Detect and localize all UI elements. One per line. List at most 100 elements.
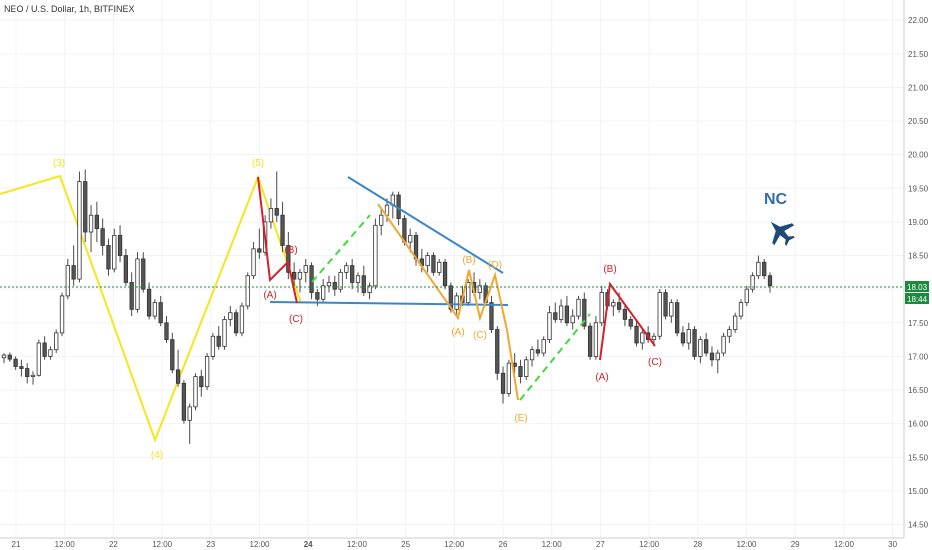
dashed-impulse-2 bbox=[519, 313, 591, 401]
candle-body-up bbox=[651, 335, 657, 341]
candle bbox=[355, 272, 361, 293]
x-tick-label: 12:00 bbox=[347, 540, 368, 549]
candle-body-down bbox=[361, 275, 366, 293]
triangle-upper-trendline bbox=[347, 176, 504, 274]
candle bbox=[576, 295, 581, 320]
y-tick-label: 18.50 bbox=[908, 252, 929, 261]
candle bbox=[292, 262, 297, 286]
candle bbox=[332, 275, 337, 296]
candle-body-up bbox=[454, 295, 459, 310]
candle-body-down bbox=[553, 312, 558, 320]
wave-label-orange: (A) bbox=[451, 327, 464, 338]
candle-body-up bbox=[204, 356, 210, 388]
wave-label-red: (A) bbox=[595, 372, 608, 383]
candle-body-down bbox=[13, 358, 18, 367]
candle bbox=[704, 332, 709, 357]
wave-label-red: (C) bbox=[289, 314, 303, 325]
candle-body-up bbox=[669, 302, 674, 317]
y-axis-ticks: 22.00 21.50 21.00 20.50 20.00 19.50 19.00 18.50… bbox=[908, 16, 929, 529]
candle-body-up bbox=[715, 352, 720, 361]
candle-body-up bbox=[268, 208, 274, 223]
x-tick-label: 24 bbox=[304, 540, 313, 549]
wave-label-orange: (B) bbox=[462, 255, 475, 266]
candle bbox=[379, 208, 384, 236]
candle bbox=[762, 258, 767, 280]
candle-body-up bbox=[477, 285, 482, 293]
y-tick-label: 20.50 bbox=[908, 117, 929, 126]
candle-body-down bbox=[83, 181, 88, 233]
candle-body-down bbox=[123, 255, 129, 283]
candle bbox=[123, 248, 129, 286]
price-tag-countdown: 18:44 bbox=[905, 293, 929, 304]
y-tick-label: 22.00 bbox=[908, 16, 929, 25]
candle bbox=[593, 316, 599, 360]
candle bbox=[187, 403, 192, 444]
candle-body-up bbox=[326, 282, 332, 287]
candle-body-down bbox=[587, 325, 593, 357]
y-tick-label: 21.50 bbox=[908, 50, 929, 59]
candle bbox=[500, 366, 506, 404]
candle bbox=[518, 359, 523, 384]
wave-abc-1 bbox=[257, 176, 298, 304]
candle bbox=[94, 201, 99, 243]
y-tick-label: 20.00 bbox=[908, 151, 929, 160]
candle-body-up bbox=[686, 329, 691, 344]
x-tick-label: 12:00 bbox=[834, 540, 855, 549]
candle-body-down bbox=[762, 261, 767, 277]
candle-body-down bbox=[292, 271, 297, 280]
candle bbox=[367, 282, 372, 300]
candle bbox=[477, 279, 482, 300]
candle bbox=[640, 329, 645, 350]
candle bbox=[425, 252, 430, 273]
candle-body-up bbox=[727, 329, 732, 337]
candle bbox=[692, 326, 697, 360]
candle-body-down bbox=[680, 332, 686, 344]
candle bbox=[669, 299, 674, 323]
candle-body-up bbox=[593, 322, 599, 357]
candle bbox=[48, 346, 53, 360]
candle-body-down bbox=[257, 248, 262, 253]
candle-body-down bbox=[117, 234, 123, 256]
nc-label: NC bbox=[764, 191, 788, 208]
candle bbox=[146, 282, 152, 320]
candle bbox=[268, 198, 274, 229]
candle-body-down bbox=[164, 322, 169, 341]
candle bbox=[135, 252, 140, 313]
candle bbox=[175, 349, 181, 387]
x-tick-label: 30 bbox=[888, 540, 897, 549]
candle bbox=[199, 369, 204, 397]
wave-label-red: (B) bbox=[284, 245, 297, 256]
candle bbox=[65, 258, 70, 300]
candle bbox=[361, 265, 366, 296]
candle bbox=[431, 252, 436, 276]
candle bbox=[59, 292, 65, 337]
x-tick-label: 25 bbox=[401, 540, 410, 549]
candle bbox=[36, 339, 41, 377]
wave-label-yellow: (5) bbox=[252, 158, 264, 169]
candle-body-up bbox=[48, 349, 53, 357]
candle bbox=[744, 285, 749, 306]
candle-body-down bbox=[170, 339, 175, 371]
candle-body-down bbox=[7, 354, 12, 360]
candle bbox=[553, 302, 558, 323]
candle bbox=[280, 201, 285, 253]
candle bbox=[582, 292, 587, 330]
x-tick-label: 22 bbox=[109, 540, 118, 549]
candle bbox=[100, 218, 105, 256]
candle-body-down bbox=[622, 308, 628, 320]
candle bbox=[216, 326, 221, 350]
wave-label-red: (B) bbox=[603, 264, 616, 275]
candle-body-up bbox=[733, 315, 738, 330]
candle-body-up bbox=[30, 374, 36, 378]
candle bbox=[564, 295, 570, 327]
candle-body-up bbox=[466, 282, 471, 304]
candle bbox=[611, 299, 616, 317]
candle bbox=[257, 228, 262, 259]
x-tick-label: 21 bbox=[12, 540, 21, 549]
candle bbox=[210, 332, 216, 360]
y-tick-label: 16.00 bbox=[908, 420, 929, 429]
candle-body-up bbox=[425, 255, 430, 267]
candle-body-down bbox=[280, 214, 285, 246]
candle-body-up bbox=[65, 265, 70, 297]
